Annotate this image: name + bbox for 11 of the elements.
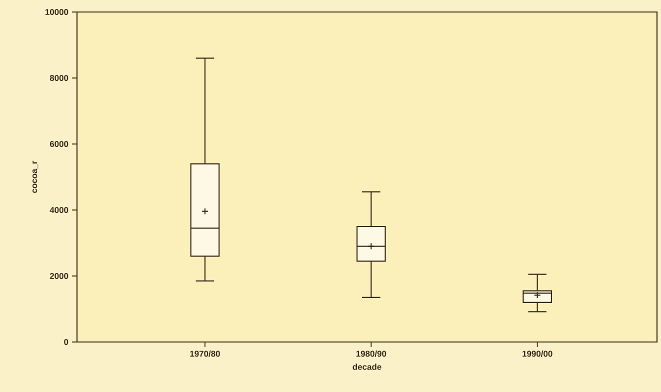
y-tick-label: 2000 (50, 273, 68, 279)
x-tick-label: 1970/80 (190, 350, 220, 357)
y-tick-label: 10000 (45, 9, 68, 15)
x-tick-label: 1990/00 (522, 350, 552, 357)
y-tick-label: 6000 (50, 141, 68, 147)
y-axis-title: cocoa_r (32, 160, 38, 193)
y-tick-label: 4000 (50, 207, 68, 213)
y-tick-label: 0 (64, 339, 68, 345)
x-axis-title: decade (352, 364, 382, 370)
x-tick-label: 1980/90 (356, 350, 386, 357)
y-tick-label: 8000 (50, 75, 68, 81)
